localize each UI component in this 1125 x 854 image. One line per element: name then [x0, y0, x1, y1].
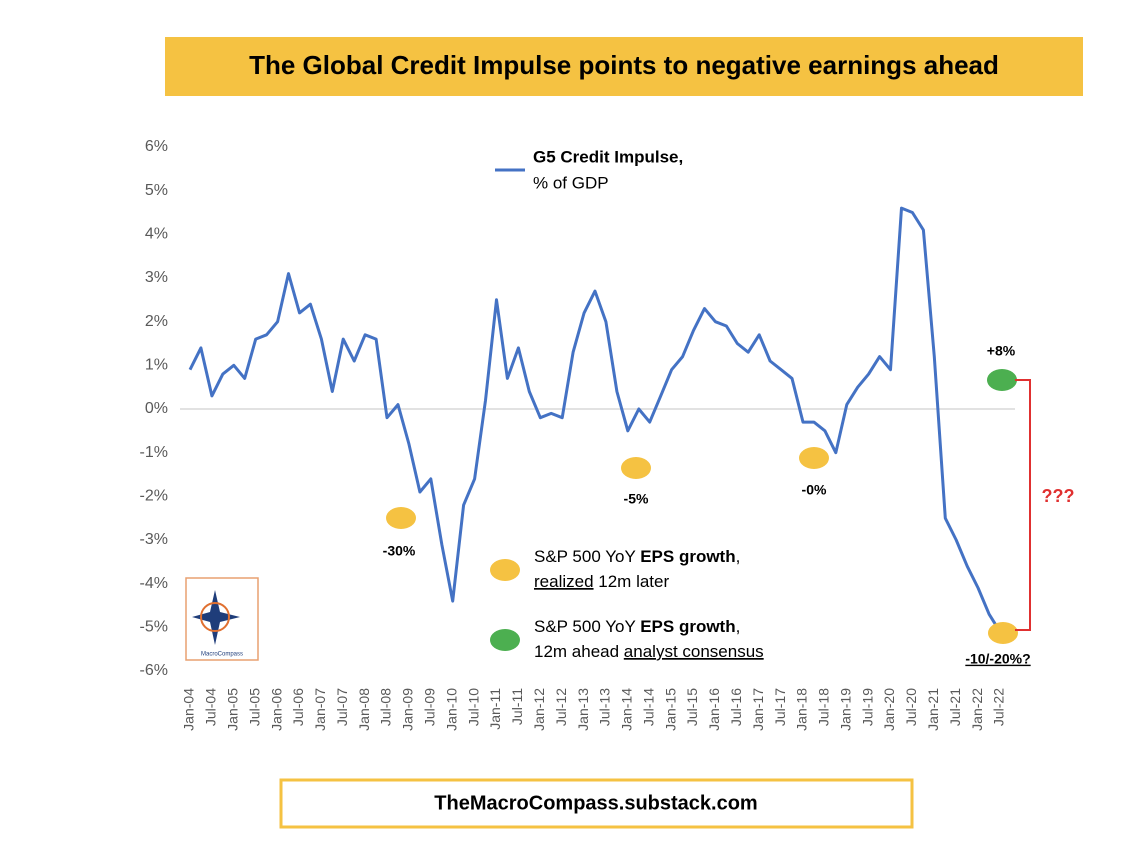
x-tick-label: Jul-11	[509, 688, 525, 725]
legend-text-part: ,	[736, 617, 741, 636]
x-tick-label: Jan-08	[356, 688, 372, 731]
y-tick-label: 0%	[145, 400, 168, 417]
chart-title: The Global Credit Impulse points to nega…	[249, 50, 999, 80]
legend-text-part: S&P 500 YoY	[534, 617, 640, 636]
x-tick-label: Jul-20	[903, 688, 919, 726]
eps-dot	[988, 622, 1018, 644]
series-line	[188, 206, 1002, 633]
title-box	[165, 37, 1083, 96]
x-tick-label: Jan-04	[181, 688, 197, 731]
legend-text-part: EPS growth	[640, 617, 735, 636]
x-tick-label: Jul-09	[422, 688, 438, 726]
x-tick-label: Jan-19	[837, 688, 853, 731]
x-tick-label: Jul-05	[246, 688, 262, 726]
x-tick-label: Jul-06	[290, 688, 306, 726]
y-tick-label: -3%	[140, 531, 168, 548]
x-tick-label: Jan-07	[312, 688, 328, 731]
legend-text-part: 12m later	[594, 572, 670, 591]
y-tick-label: -1%	[140, 444, 168, 461]
eps-dot	[621, 457, 651, 479]
y-tick-label: -5%	[140, 619, 168, 636]
x-tick-label: Jan-14	[619, 688, 635, 731]
legend-text-part: realized	[534, 572, 594, 591]
legend-dot	[490, 629, 520, 651]
legend-text-part: S&P 500 YoY	[534, 547, 640, 566]
x-tick-label: Jul-04	[203, 688, 219, 726]
y-tick-label: 2%	[145, 313, 168, 330]
y-tick-label: -2%	[140, 488, 168, 505]
x-tick-label: Jul-16	[728, 688, 744, 726]
x-tick-label: Jul-22	[991, 688, 1007, 726]
x-tick-label: Jul-10	[465, 688, 481, 726]
legend-label: G5 Credit Impulse,	[533, 147, 683, 166]
y-tick-label: -6%	[140, 662, 168, 679]
x-tick-label: Jan-18	[794, 688, 810, 731]
x-tick-label: Jan-15	[662, 688, 678, 731]
legend-text-part: ,	[736, 547, 741, 566]
x-tick-label: Jan-21	[925, 688, 941, 731]
x-tick-label: Jul-19	[859, 688, 875, 726]
x-tick-label: Jul-14	[640, 688, 656, 726]
bracket	[1015, 379, 1031, 631]
x-tick-label: Jan-09	[400, 688, 416, 731]
legend-text: S&P 500 YoY EPS growth,	[534, 617, 740, 636]
x-tick-label: Jan-17	[750, 688, 766, 731]
legend-text-part: 12m ahead	[534, 642, 624, 661]
legend-unit: % of GDP	[533, 173, 609, 192]
x-tick-label: Jan-10	[443, 688, 459, 731]
eps-label: -5%	[624, 491, 649, 507]
x-tick-label: Jan-06	[268, 688, 284, 731]
legend-text: 12m ahead analyst consensus	[534, 642, 764, 661]
x-tick-label: Jul-13	[597, 688, 613, 726]
eps-label: +8%	[987, 343, 1016, 359]
y-tick-label: 5%	[145, 182, 168, 199]
x-tick-label: Jan-11	[487, 688, 503, 730]
eps-dot	[386, 507, 416, 529]
x-tick-label: Jul-18	[816, 688, 832, 726]
x-tick-label: Jul-12	[553, 688, 569, 726]
svg-text:MacroCompass: MacroCompass	[201, 652, 243, 658]
x-tick-label: Jan-13	[575, 688, 591, 731]
y-tick-label: -4%	[140, 575, 168, 592]
y-tick-label: 4%	[145, 226, 168, 243]
legend-text: S&P 500 YoY EPS growth,	[534, 547, 740, 566]
eps-dot	[987, 369, 1017, 391]
source-box	[279, 778, 914, 829]
legend-dot	[490, 559, 520, 581]
x-tick-label: Jan-05	[224, 688, 240, 731]
x-tick-label: Jul-17	[772, 688, 788, 726]
x-tick-label: Jul-15	[684, 688, 700, 726]
eps-label: -0%	[802, 482, 827, 498]
x-tick-label: Jul-21	[947, 688, 963, 726]
x-tick-label: Jan-16	[706, 688, 722, 731]
x-tick-label: Jul-08	[378, 688, 394, 726]
eps-dot	[799, 447, 829, 469]
eps-label: -30%	[383, 543, 416, 559]
eps-label: -10/-20%?	[965, 651, 1030, 667]
y-tick-label: 3%	[145, 269, 168, 286]
y-tick-label: 6%	[145, 138, 168, 155]
x-tick-label: Jan-12	[531, 688, 547, 731]
legend-text-part: EPS growth	[640, 547, 735, 566]
legend-text-part: analyst consensus	[624, 642, 764, 661]
source: TheMacroCompass.substack.com	[434, 792, 757, 814]
y-tick-label: 1%	[145, 357, 168, 374]
question: ???	[1042, 486, 1075, 506]
legend-text: realized 12m later	[534, 572, 669, 591]
logo: MacroCompass	[185, 577, 259, 661]
x-tick-label: Jan-22	[969, 688, 985, 731]
x-tick-label: Jul-07	[334, 688, 350, 726]
x-tick-label: Jan-20	[881, 688, 897, 731]
